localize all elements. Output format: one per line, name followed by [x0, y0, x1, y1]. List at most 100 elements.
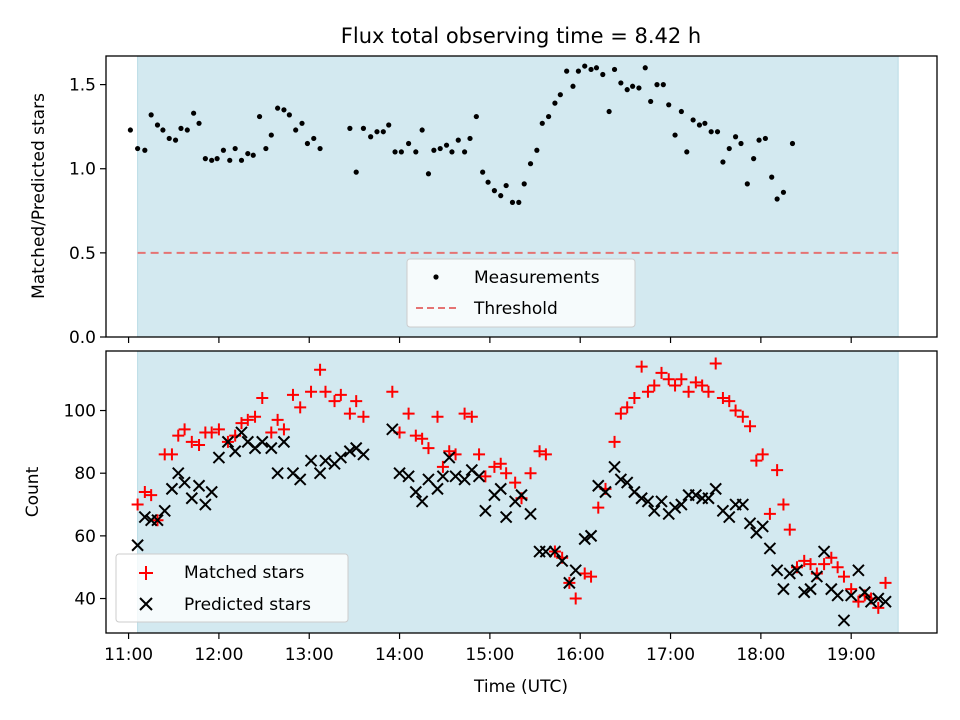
y-tick-label: 100 [64, 402, 96, 422]
measurement-point [539, 120, 545, 126]
predicted-star-point [343, 445, 357, 458]
matched-star-point [689, 376, 702, 389]
top-x-ticks [127, 337, 852, 343]
measurement-point [611, 66, 618, 73]
predicted-star-point [620, 476, 634, 489]
x-tick-label: 12:00 [194, 645, 243, 665]
matched-star-point [716, 392, 729, 404]
measurement-point [275, 105, 281, 111]
matched-star-point [592, 501, 605, 514]
matched-star-point [443, 445, 456, 458]
matched-star-point [328, 395, 341, 408]
predicted-star-point [293, 473, 307, 486]
matched-star-point [494, 457, 507, 470]
measurement-point [600, 71, 606, 78]
measurement-point [405, 140, 412, 147]
matched-star-point [771, 464, 784, 477]
measurement-point [263, 145, 269, 152]
predicted-star-point [655, 495, 668, 508]
matched-star-point [277, 423, 290, 436]
matched-star-point [305, 385, 318, 398]
predicted-star-point [539, 545, 553, 558]
matched-star-point [436, 460, 449, 473]
predicted-star-point [524, 507, 537, 521]
top-y-axis-label: Matched/Predicted stars [29, 93, 49, 299]
predicted-star-point [393, 466, 406, 480]
predicted-star-point [817, 545, 831, 558]
predicted-star-point [804, 582, 817, 596]
matched-star-point [578, 567, 591, 580]
measurement-point [467, 135, 473, 142]
matched-star-point [165, 448, 178, 461]
measurement-point [642, 65, 648, 71]
measurement-point [148, 112, 154, 118]
matched-star-point [256, 392, 269, 404]
measurement-point [744, 181, 750, 187]
measurement-point [534, 147, 540, 153]
matched-star-point [879, 576, 892, 589]
measurement-point [184, 127, 190, 133]
matched-star-point [473, 448, 486, 461]
matched-star-point [669, 379, 682, 392]
matched-star-point [702, 385, 715, 398]
predicted-star-point [443, 451, 456, 464]
measurement-point [552, 100, 558, 106]
predicted-star-point [702, 492, 715, 505]
matched-star-point [319, 385, 332, 398]
matched-star-point [608, 435, 621, 448]
matched-star-point [539, 448, 552, 461]
matched-star-point [386, 385, 399, 398]
predicted-star-point [357, 448, 370, 461]
measurement-point [582, 63, 588, 69]
y-tick-label: 0.5 [69, 244, 96, 264]
measurement-point [220, 147, 227, 153]
matched-star-point [465, 410, 478, 423]
predicted-star-point [199, 498, 212, 511]
measurement-point [461, 149, 468, 155]
matched-star-point [756, 448, 769, 461]
bottom-legend-box [115, 553, 349, 623]
measurement-point [557, 92, 563, 98]
matched-star-point [314, 363, 327, 376]
predicted-star-point [635, 492, 648, 505]
matched-star-point [837, 570, 850, 583]
measurement-point [726, 145, 732, 152]
measurement-point [545, 113, 552, 120]
bottom-axes-frame [105, 350, 938, 634]
measurement-point [256, 113, 263, 120]
matched-star-point [852, 595, 865, 608]
matched-star-point [193, 439, 206, 451]
predicted-star-point [763, 542, 777, 555]
measurement-point [762, 135, 768, 142]
measurement-point [618, 80, 624, 86]
legend-matched-label: Matched stars [184, 563, 304, 583]
matched-star-point [635, 360, 648, 373]
matched-star-point [783, 523, 796, 536]
matched-star-point [402, 407, 415, 420]
matched-star-point [662, 373, 675, 386]
measurement-point [527, 161, 534, 167]
measurement-point [636, 85, 642, 91]
measurement-point [135, 145, 141, 152]
predicted-star-point [178, 476, 191, 489]
measurement-point [720, 159, 726, 165]
matched-star-point [763, 507, 776, 520]
measurement-point [196, 120, 202, 126]
matched-star-point [825, 551, 838, 564]
measurement-point [480, 169, 486, 175]
measurement-point [509, 199, 516, 205]
measurement-point [564, 68, 570, 74]
x-axis-label: Time (UTC) [473, 677, 568, 697]
y-tick-label: 40 [74, 590, 96, 610]
matched-star-point [831, 561, 844, 574]
matched-star-point [249, 410, 262, 423]
matched-star-point [431, 410, 444, 423]
measurement-point [317, 145, 323, 152]
predicted-star-point [205, 485, 218, 499]
measurement-point [166, 135, 172, 142]
predicted-star-point [668, 501, 682, 514]
measurement-point [774, 196, 780, 202]
measurement-point [154, 122, 161, 128]
matched-star-point [265, 426, 278, 439]
matched-star-point [655, 366, 668, 379]
